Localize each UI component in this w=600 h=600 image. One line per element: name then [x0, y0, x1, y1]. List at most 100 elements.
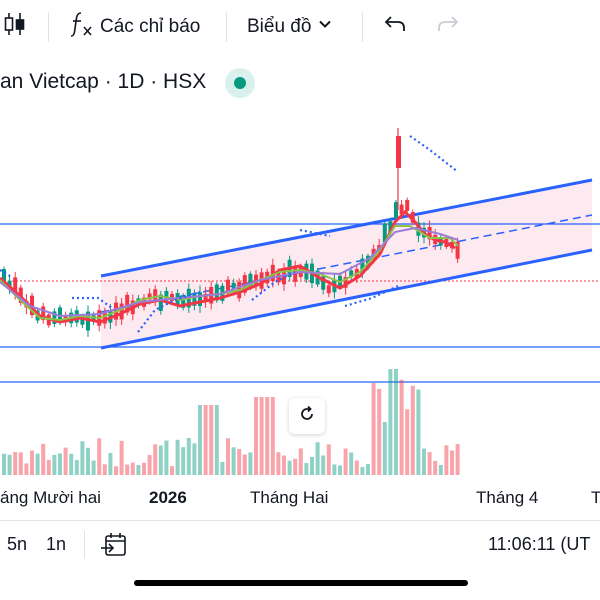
indicators-button[interactable]: Các chỉ báo: [70, 0, 200, 54]
calendar-go-icon: [100, 533, 128, 563]
candle-body: [153, 289, 158, 302]
volume-bar: [91, 460, 96, 475]
candle-body: [158, 294, 163, 311]
candle-body: [2, 269, 6, 283]
candle-body: [203, 293, 208, 301]
volume-bar: [371, 383, 376, 475]
volume-bar: [304, 463, 309, 475]
volume-bar: [52, 454, 57, 475]
volume-bar: [259, 397, 264, 475]
symbol-title[interactable]: an Vietcap · 1D · HSX: [0, 70, 207, 93]
volume-bar: [192, 443, 197, 475]
candle-body: [125, 294, 130, 313]
candle-body: [396, 136, 401, 168]
candle-body: [382, 223, 387, 243]
chevron-down-icon: [317, 16, 333, 38]
candle-body: [360, 258, 365, 274]
candle-body: [30, 295, 34, 316]
candle-body: [326, 285, 331, 294]
moving-averages: [0, 209, 459, 324]
volume-bar: [298, 448, 303, 475]
candle-body: [427, 226, 432, 240]
volume-bar: [276, 452, 281, 475]
volume-bar: [455, 444, 460, 475]
home-indicator[interactable]: [134, 580, 468, 586]
volume-bar: [282, 455, 286, 475]
volume-bar: [35, 453, 40, 475]
volume-bar: [410, 385, 415, 475]
candle-body: [343, 276, 348, 288]
toolbar-divider: [362, 12, 363, 42]
candle-body: [80, 316, 85, 325]
candle-body: [226, 279, 230, 294]
volume-bar: [388, 369, 393, 475]
toolbar-divider: [48, 12, 49, 42]
volume-bar: [181, 447, 186, 475]
volume-bar: [377, 388, 382, 475]
candle-body: [7, 280, 12, 288]
volume-bar: [175, 439, 180, 475]
candle-body: [455, 241, 460, 259]
volume-bar: [30, 450, 34, 475]
volume-bar: [293, 458, 298, 475]
reset-icon: [298, 405, 316, 428]
candle-body: [394, 202, 398, 218]
volume-bar: [147, 454, 152, 475]
candle-body: [321, 276, 326, 290]
redo-button[interactable]: [436, 0, 460, 54]
candle-body: [282, 269, 286, 285]
volume-bar: [24, 463, 29, 475]
candle-body: [248, 273, 253, 288]
volume-bar: [142, 462, 146, 475]
reset-chart-button[interactable]: [289, 398, 325, 434]
volume-bar: [7, 454, 12, 475]
volume-bar: [186, 437, 191, 475]
go-to-date-button[interactable]: [100, 531, 128, 564]
volume-bar: [63, 447, 68, 475]
sar-dots: [0, 135, 459, 333]
volume-bar: [158, 445, 163, 475]
time-label: 2026: [149, 488, 187, 507]
bar-style-button[interactable]: [4, 0, 26, 54]
volume-bar: [343, 448, 348, 475]
volume-bar: [130, 462, 135, 475]
time-axis[interactable]: áng Mười hai 2026 Tháng Hai Tháng 4 T: [0, 484, 600, 512]
volume-bar: [164, 440, 169, 475]
chart-type-button[interactable]: Biểu đồ: [247, 0, 333, 54]
volume-bar: [338, 465, 342, 475]
volume-bar: [86, 447, 90, 475]
time-label: T: [591, 488, 600, 507]
chart-pane[interactable]: [0, 100, 600, 484]
market-status-dot: [234, 77, 246, 89]
candle-body: [164, 290, 169, 301]
session-clock[interactable]: 11:06:11 (UT: [488, 534, 591, 554]
volume-bar: [366, 464, 370, 475]
volume-bar: [125, 464, 130, 475]
candle-body: [181, 295, 186, 308]
time-label: Tháng Hai: [250, 488, 329, 507]
candle-body: [349, 270, 354, 278]
candle-body: [399, 204, 404, 215]
range-5n-button[interactable]: 5n: [7, 534, 28, 554]
volume-bar: [326, 444, 331, 475]
candle-body: [41, 306, 46, 321]
volume-bar: [198, 405, 202, 475]
volume-bar: [97, 438, 102, 475]
toolbar-divider: [84, 531, 85, 559]
volume-bar: [287, 460, 292, 475]
volume-bar: [315, 442, 320, 475]
volume-bar: [136, 465, 141, 475]
candlestick-icon: [4, 11, 26, 43]
volume-bar: [360, 466, 365, 475]
candle-body: [192, 293, 197, 306]
range-1n-button[interactable]: 1n: [46, 534, 67, 554]
candle-body: [405, 200, 410, 211]
volume-bar: [203, 405, 208, 475]
volume-bar: [46, 459, 51, 475]
top-toolbar: Các chỉ báo Biểu đồ: [0, 0, 600, 54]
volume-bar: [102, 464, 107, 475]
candle-body: [119, 303, 124, 320]
volume-bar: [226, 438, 230, 475]
undo-button[interactable]: [383, 0, 407, 54]
volume-bar: [321, 455, 326, 475]
